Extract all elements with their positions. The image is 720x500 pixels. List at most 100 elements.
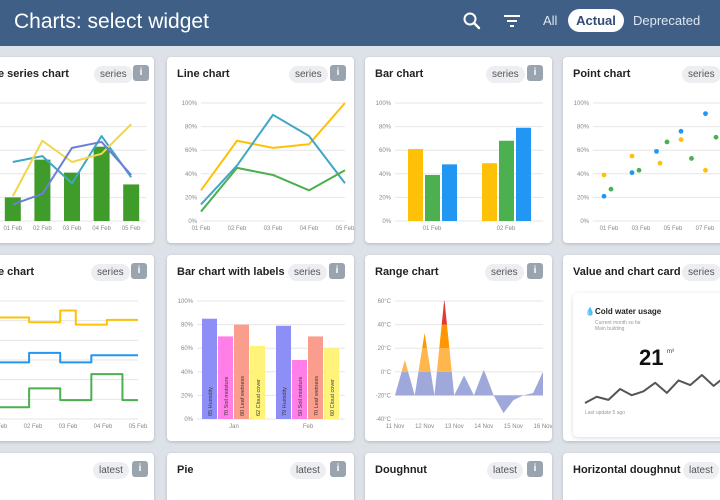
info-icon[interactable]: i xyxy=(527,263,543,279)
latest-badge: latest xyxy=(683,462,719,479)
widget-card-bar-chart[interactable]: Bar chart series i 0% 20% 40% 60% 80% 100% 01 … xyxy=(365,57,552,243)
widget-card-horizontal-doughnut[interactable]: Horizontal doughnut latest i xyxy=(563,453,720,500)
y-tick-label: 60% xyxy=(181,346,194,352)
value-card-footer: Last update 5 ago xyxy=(585,410,626,416)
info-icon[interactable]: i xyxy=(329,263,345,279)
series-badge: series xyxy=(485,264,524,281)
x-tick-label: 01 Feb xyxy=(3,226,22,232)
x-tick-label: 02 Feb xyxy=(33,226,52,232)
widget-card-bar-chart-with-labels[interactable]: Bar chart with labels series i 0% 20% 40% 6… xyxy=(167,255,354,441)
latest-badge: latest xyxy=(487,462,523,479)
page-title: Charts: select widget xyxy=(14,10,209,33)
bar xyxy=(499,140,514,221)
bar xyxy=(442,164,457,221)
y-tick-label: 60% xyxy=(577,148,590,154)
bar xyxy=(202,318,217,419)
scatter-point xyxy=(629,153,635,159)
step-line xyxy=(0,373,138,409)
widget-card-range-chart[interactable]: Range chart series i -40°C -20°C 0°C 20°C 40… xyxy=(365,255,552,441)
bar xyxy=(250,345,265,419)
x-tick-label: Jan xyxy=(229,424,239,430)
x-tick-label: 05 Feb xyxy=(129,424,148,430)
widget-card-point-chart[interactable]: Point chart series i 0%20%40%60%80%100%0… xyxy=(563,57,720,243)
card-title: Line chart xyxy=(177,68,230,80)
chart-area: 0% 20% 40% 60% 80% 100% 85 Humidity 70 Soil moi… xyxy=(178,299,345,430)
card-title: Bar chart xyxy=(375,68,424,80)
x-tick-label: 16 Nov xyxy=(533,424,552,430)
widget-card-state-chart[interactable]: e chart series i 01 Feb 02 Feb 03 Feb 04 Fe… xyxy=(0,255,154,441)
y-tick-label: 60% xyxy=(185,148,198,154)
y-tick-label: 40°C xyxy=(378,323,392,329)
chart-area: -40°C -20°C 0°C 20°C 40°C 60°C 11 Nov 12 Nov 13 … xyxy=(376,299,552,430)
y-tick-label: 0°C xyxy=(381,370,392,376)
y-tick-label: 40% xyxy=(185,172,198,178)
bar-data-label: 79 Humidity xyxy=(282,387,288,416)
scatter-point xyxy=(608,186,614,192)
x-tick-label: 03 Feb xyxy=(59,424,78,430)
y-tick-label: 0% xyxy=(382,219,391,225)
widget-card-time-series[interactable]: e series chart series i 01 Feb 02 Feb 03 F… xyxy=(0,57,154,243)
y-tick-label: 0% xyxy=(184,417,193,423)
x-tick-label: 01 Feb xyxy=(192,226,211,232)
tab-actual[interactable]: Actual xyxy=(568,9,624,32)
scatter-point xyxy=(703,167,708,173)
value-card-value: 21 xyxy=(639,345,664,370)
info-icon[interactable]: i xyxy=(132,461,148,477)
bar-data-label: 62 Cloud cover xyxy=(256,379,262,416)
chart-area: 0% 20% 40% 60% 80% 100% 01 Feb 02 Feb xyxy=(376,101,543,232)
x-tick-label: 04 Feb xyxy=(300,226,319,232)
value-card-sparkline xyxy=(584,374,720,404)
chart-area: 0% 20% 40% 60% 80% 100% 01 Feb 03 Feb 05 Feb 07 F… xyxy=(574,101,720,232)
info-icon[interactable]: i xyxy=(527,461,543,477)
bar xyxy=(34,159,51,221)
tab-all[interactable]: All xyxy=(543,13,558,28)
chart-area: 01 Feb 02 Feb 03 Feb 04 Feb 05 Feb xyxy=(0,102,146,232)
info-icon[interactable]: i xyxy=(330,461,346,477)
x-tick-label: 05 Feb xyxy=(122,226,141,232)
y-tick-label: 80% xyxy=(185,125,198,131)
series-line xyxy=(12,140,132,206)
widget-card-doughnut[interactable]: Doughnut latest i xyxy=(365,453,552,500)
bar xyxy=(4,197,21,221)
info-icon[interactable]: i xyxy=(527,65,543,81)
range-band xyxy=(395,348,543,372)
card-title: Doughnut xyxy=(375,464,427,476)
step-line xyxy=(0,309,138,326)
range-band xyxy=(395,301,543,325)
series-badge: series xyxy=(682,264,720,281)
info-icon[interactable]: i xyxy=(133,65,149,81)
y-tick-label: 20°C xyxy=(378,346,392,352)
y-tick-label: 60% xyxy=(379,148,392,154)
series-badge: series xyxy=(682,66,720,83)
card-title: Value and chart card xyxy=(573,266,681,278)
info-icon[interactable]: i xyxy=(330,65,346,81)
x-tick-label: 04 Feb xyxy=(92,226,111,232)
x-tick-label: 01 Feb xyxy=(600,226,619,232)
y-tick-label: -20°C xyxy=(376,393,392,399)
widget-card-value-and-chart[interactable]: Value and chart card series i 💧 Cold wat… xyxy=(563,255,720,441)
info-icon[interactable]: i xyxy=(131,263,147,279)
scatter-point xyxy=(636,167,642,173)
search-icon[interactable] xyxy=(462,11,482,31)
bar-data-label: 70 Leaf wetness xyxy=(314,376,320,416)
bar xyxy=(64,172,80,221)
y-tick-label: 20% xyxy=(577,195,590,201)
filter-icon[interactable] xyxy=(502,11,522,31)
chart-area: 0% 20% 40% 60% 80% 100% 01 Feb 02 Feb 03 Feb 04 F… xyxy=(182,101,354,232)
y-tick-label: 0% xyxy=(580,219,589,225)
x-tick-label: 03 Feb xyxy=(632,226,651,232)
tab-deprecated[interactable]: Deprecated xyxy=(633,13,701,28)
series-line xyxy=(11,123,132,197)
widget-card-pie[interactable]: Pie latest i xyxy=(167,453,354,500)
series-badge: series xyxy=(486,66,525,83)
scatter-point xyxy=(657,160,663,166)
y-tick-label: 100% xyxy=(376,101,392,107)
bar-data-label: 70 Soil moisture xyxy=(224,377,230,416)
y-tick-label: 20% xyxy=(185,195,198,201)
x-tick-label: 11 Nov xyxy=(386,424,405,430)
bar xyxy=(234,324,249,419)
y-tick-label: 20% xyxy=(181,393,194,399)
widget-card-line-chart[interactable]: Line chart series i 0% 20% 40% 60% 80% 100% 01… xyxy=(167,57,354,243)
widget-card-latest-left[interactable]: latest i xyxy=(0,453,154,500)
bar xyxy=(292,360,307,419)
